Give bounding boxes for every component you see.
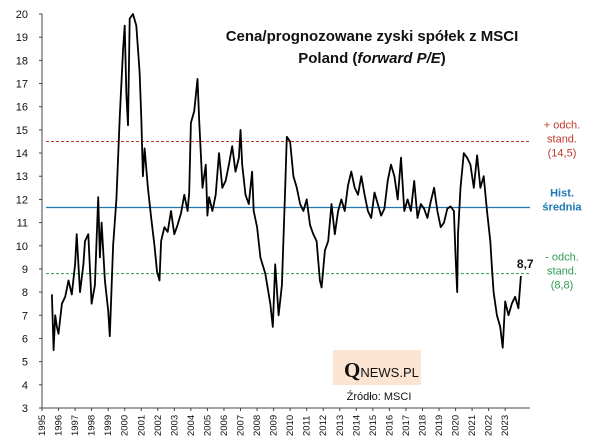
series-line [51, 13, 522, 351]
y-tick-label: 6 [22, 333, 28, 345]
source-label: Źródło: MSCI [347, 390, 412, 403]
ref-label-plus-std: stand. [547, 133, 577, 145]
y-tick-label: 11 [17, 218, 28, 230]
x-tick-label: 2019 [434, 415, 445, 436]
y-tick-label: 8 [22, 287, 28, 299]
qnews-logo: QNEWS.PL [333, 350, 421, 385]
x-tick-label: 2010 [285, 415, 296, 436]
y-tick-label: 19 [16, 32, 28, 44]
y-tick-label: 9 [22, 264, 28, 276]
logo-rest: NEWS.PL [360, 365, 419, 380]
y-tick-label: 12 [16, 194, 28, 206]
logo-text: QNEWS.PL [344, 358, 419, 382]
logo-q: Q [344, 358, 360, 382]
series-group [51, 13, 522, 351]
axes [41, 14, 530, 409]
y-tick-label: 3 [22, 403, 28, 415]
chart-title-line1: Cena/prognozowane zyski spółek z MSCI [226, 28, 519, 45]
x-tick-label: 1997 [70, 415, 81, 436]
last-value-label: 8,7 [517, 257, 534, 271]
y-tick-label: 17 [16, 79, 28, 91]
x-tick-label: 2023 [500, 415, 511, 436]
x-tick-label: 1998 [87, 415, 98, 436]
chart-title-suffix: ) [441, 50, 446, 67]
x-tick-label: 1999 [103, 415, 114, 436]
ref-label-hist-mean: Hist. [550, 188, 574, 200]
chart-title-line2: Poland (forward P/E) [298, 50, 446, 67]
x-tick-label: 2022 [484, 415, 495, 436]
x-tick-label: 2017 [401, 415, 412, 436]
x-tick-label: 2002 [153, 415, 164, 436]
x-tick-label: 2016 [384, 415, 395, 436]
x-tick-label: 2009 [269, 415, 280, 436]
x-tick-label: 1996 [54, 415, 65, 436]
x-tick-label: 2004 [186, 415, 197, 436]
ref-label-plus-std: (14,5) [548, 147, 577, 159]
x-tick-label: 2003 [169, 415, 180, 436]
ref-label-minus-std: stand. [547, 266, 577, 278]
logo-background [333, 350, 421, 385]
x-tick-label: 2008 [252, 415, 263, 436]
x-axis-ticks: 1995 1996 1997 1998 1999 2000 2001 2002 2003 2004… [37, 408, 511, 436]
x-tick-label: 1995 [37, 415, 48, 436]
y-tick-label: 20 [16, 9, 28, 21]
y-tick-label: 4 [22, 380, 28, 392]
y-tick-label: 14 [16, 148, 28, 160]
ref-label-plus-std: + odch. [544, 119, 580, 131]
y-tick-label: 5 [22, 357, 28, 369]
reference-lines: + odch. stand. (14,5) Hist. średnia - odch. st… [46, 119, 582, 292]
y-tick-label: 16 [16, 102, 28, 114]
y-tick-label: 13 [16, 171, 28, 183]
x-tick-label: 2011 [302, 416, 313, 436]
x-tick-label: 2018 [417, 415, 428, 436]
x-tick-label: 2000 [120, 415, 131, 436]
x-tick-label: 2001 [136, 415, 147, 436]
y-tick-label: 10 [16, 241, 28, 253]
x-tick-label: 2012 [318, 415, 329, 436]
ref-label-minus-std: - odch. [545, 252, 579, 264]
y-axis-ticks: 3 4 5 6 7 8 9 10 11 12 13 14 15 16 17 18 19 20 [16, 9, 42, 415]
x-tick-label: 2013 [335, 415, 346, 436]
x-tick-label: 2021 [467, 415, 478, 436]
x-tick-label: 2006 [219, 415, 230, 436]
x-tick-label: 2014 [351, 415, 362, 436]
x-tick-label: 2015 [368, 415, 379, 436]
chart-title-italic: forward P/E [357, 50, 441, 67]
ref-label-minus-std: (8,8) [551, 280, 574, 292]
y-tick-label: 15 [16, 125, 28, 137]
x-tick-label: 2005 [202, 415, 213, 436]
x-tick-label: 2007 [236, 415, 247, 436]
y-tick-label: 7 [22, 310, 28, 322]
y-tick-label: 18 [16, 55, 28, 67]
x-tick-label: 2020 [451, 415, 462, 436]
chart-title-prefix: Poland ( [298, 50, 357, 67]
ref-label-hist-mean: średnia [542, 202, 582, 214]
